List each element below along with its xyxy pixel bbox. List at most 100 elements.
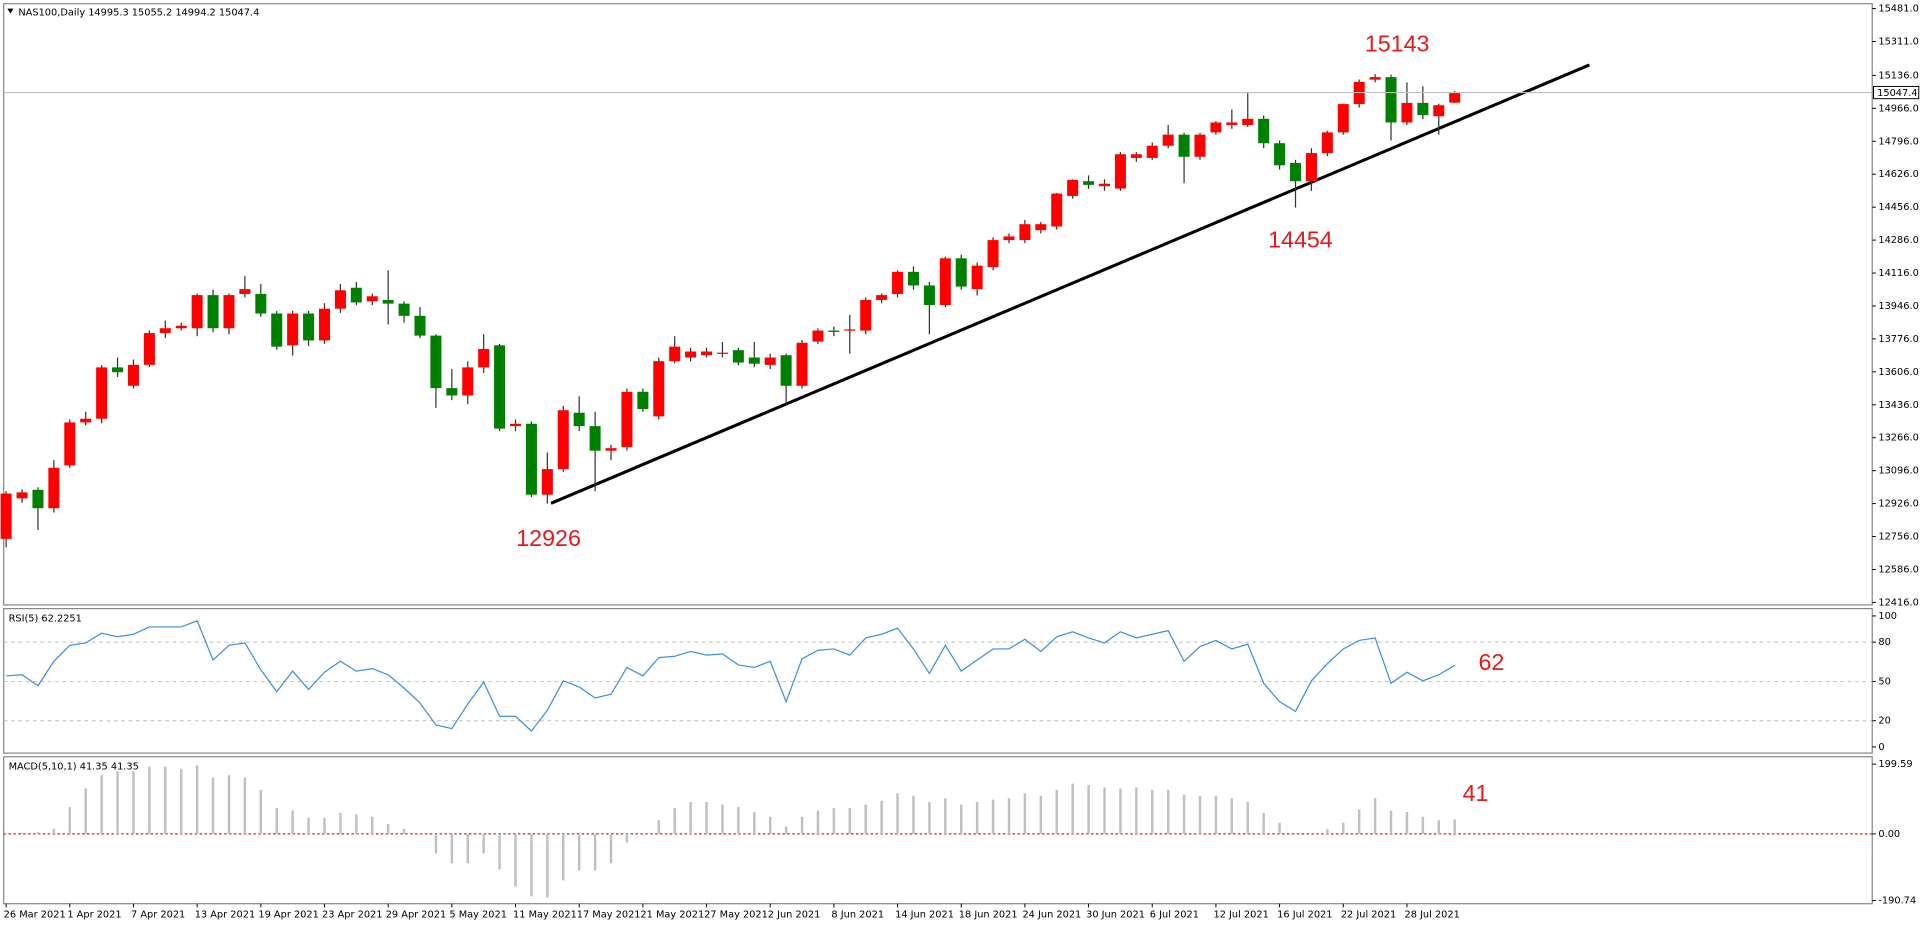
macd-bar — [498, 833, 501, 870]
candle-body — [1290, 162, 1302, 182]
macd-bar — [1342, 822, 1345, 834]
macd-bar — [466, 833, 469, 864]
y-tick-label: 20 — [1878, 716, 1890, 727]
candle-body — [287, 313, 299, 346]
candle-body — [907, 271, 919, 286]
candle-body — [748, 357, 760, 364]
candle-body — [366, 296, 378, 302]
candle-body — [1083, 181, 1095, 185]
rsi-header: RSI(5) 62.2251 — [9, 613, 82, 624]
candle-body — [80, 418, 92, 423]
y-tick-label: 14286.0 — [1878, 235, 1918, 246]
macd-bar — [1326, 829, 1329, 834]
macd-bar — [116, 771, 119, 834]
x-tick-label: 18 Jun 2021 — [959, 910, 1018, 921]
candle-body — [1401, 102, 1413, 123]
macd-bar — [625, 833, 629, 843]
macd-bar — [928, 802, 931, 834]
macd-bar — [1246, 802, 1249, 834]
candle-body — [64, 422, 76, 466]
macd-bar — [1055, 789, 1058, 834]
candle-body — [478, 348, 490, 368]
y-tick-label: 13606.0 — [1878, 367, 1918, 378]
macd-bar — [1389, 810, 1393, 834]
candle-body — [1337, 104, 1349, 133]
macd-bar — [1278, 822, 1281, 834]
candle-body — [494, 345, 506, 429]
candle-body — [1051, 193, 1063, 227]
candle-body — [1067, 180, 1079, 196]
macd-bar — [1039, 795, 1043, 834]
rsi-line — [6, 619, 1456, 732]
y-tick-label: 14626.0 — [1878, 169, 1918, 180]
macd-bar — [1166, 789, 1170, 834]
candle-body — [143, 333, 155, 365]
candle-body — [701, 351, 713, 356]
candle-body — [1433, 105, 1445, 117]
x-tick-label: 27 May 2021 — [704, 910, 768, 921]
y-tick-label: 15136.0 — [1878, 70, 1918, 81]
candle-body — [621, 391, 633, 448]
candle-body — [1194, 134, 1206, 157]
macd-bar — [832, 808, 836, 834]
candle-body — [1321, 132, 1333, 154]
macd-bar — [880, 800, 883, 834]
candle-body — [860, 299, 872, 331]
macd-bar — [673, 808, 676, 834]
candle-body — [334, 290, 346, 309]
candle-body — [16, 492, 28, 499]
macd-bar — [960, 804, 963, 834]
candle-body — [414, 315, 426, 336]
macd-bar — [1214, 795, 1218, 834]
x-tick-label: 7 Apr 2021 — [131, 910, 185, 921]
candle-body — [1114, 154, 1126, 189]
macd-bar — [530, 833, 533, 897]
macd-bar — [434, 833, 438, 854]
candle-body — [685, 351, 697, 358]
macd-bar — [721, 804, 724, 834]
x-tick-label: 8 Jun 2021 — [831, 910, 884, 921]
candle-body — [716, 352, 728, 354]
macd-bar — [848, 808, 852, 834]
x-tick-label: 24 Jun 2021 — [1022, 910, 1081, 921]
candle-body — [1417, 102, 1429, 116]
x-tick-label: 30 Jun 2021 — [1086, 910, 1145, 921]
macd-bar — [371, 816, 374, 834]
macd-bar — [243, 777, 247, 834]
candle-body — [1385, 77, 1397, 123]
macd-bar — [753, 811, 756, 834]
candle-body — [1098, 183, 1110, 187]
y-tick-label: 50 — [1878, 676, 1890, 687]
candle-body — [764, 357, 776, 365]
candle-body — [127, 364, 139, 386]
candle-body — [812, 330, 824, 342]
y-tick-label: 15481.0 — [1878, 4, 1918, 15]
candle-body — [796, 342, 808, 386]
x-tick-label: 5 May 2021 — [449, 910, 507, 921]
y-tick-label: 13436.0 — [1878, 400, 1918, 411]
x-tick-label: 11 May 2021 — [513, 910, 577, 921]
candle-body — [955, 258, 967, 287]
candle-body — [32, 489, 44, 509]
macd-bar — [180, 768, 183, 834]
x-tick-label: 12 Jul 2021 — [1213, 910, 1268, 921]
macd-bar — [705, 802, 708, 834]
main-panel — [3, 3, 1873, 606]
macd-bar — [36, 832, 40, 834]
macd-bar — [1087, 784, 1090, 834]
candle-body — [971, 265, 983, 290]
trend-line[interactable] — [550, 63, 1590, 505]
y-tick-label: 12756.0 — [1878, 532, 1918, 543]
candle-body — [987, 240, 999, 268]
y-tick-label: 80 — [1878, 637, 1890, 648]
candle-body — [1146, 145, 1158, 158]
candle-body — [191, 295, 203, 329]
candle-body — [1226, 122, 1238, 125]
y-tick-label: 100 — [1878, 611, 1897, 622]
annotation: 12926 — [516, 525, 581, 551]
macd-bar — [1437, 820, 1440, 834]
menu-arrow[interactable] — [7, 8, 14, 14]
rsi-panel — [3, 607, 1873, 754]
x-tick-label: 28 Jul 2021 — [1404, 910, 1459, 921]
candle-body — [303, 313, 315, 341]
